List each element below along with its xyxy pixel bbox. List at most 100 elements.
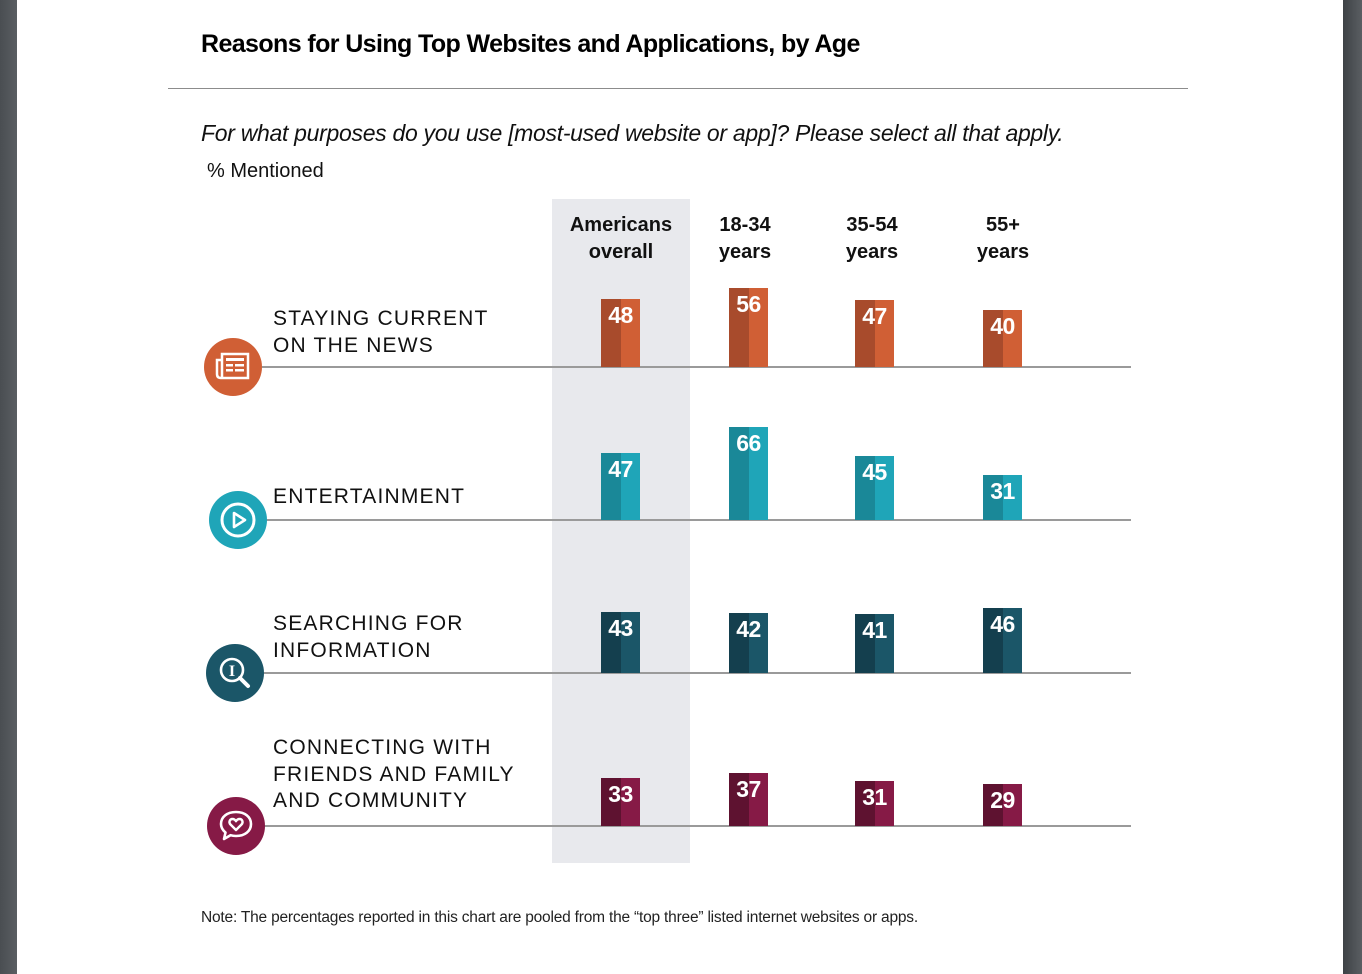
row-label-line: FRIENDS AND FAMILY — [273, 762, 515, 786]
bar-shade-dark — [983, 475, 1003, 520]
column-header-overall: Americans overall — [551, 212, 691, 266]
bar-shade-dark — [601, 612, 621, 673]
bar-shade-light — [621, 453, 640, 520]
svg-text:I: I — [229, 663, 235, 680]
column-header-55-plus: 55+ years — [933, 212, 1073, 266]
row-label-line: AND COMMUNITY — [273, 789, 469, 812]
bar-shade-dark — [855, 614, 875, 673]
search-info-icon: I — [206, 644, 264, 702]
bar-shade-light — [621, 778, 640, 826]
row-label-connecting: CONNECTING WITH FRIENDS AND FAMILY AND C… — [273, 735, 515, 815]
bar-shade-light — [621, 299, 640, 367]
column-header-line2: years — [718, 241, 772, 263]
bar-shade-dark — [983, 310, 1003, 367]
bar-shade-dark — [601, 778, 621, 826]
row-baseline-searching — [262, 672, 1131, 674]
bar-shade-dark — [983, 608, 1003, 673]
bar-entertainment-overall: 47 — [601, 453, 640, 520]
bar-connecting-overall: 33 — [601, 778, 640, 826]
bar-value-label: 31 — [990, 478, 1015, 504]
chart-title: Reasons for Using Top Websites and Appli… — [201, 30, 860, 58]
bar-shade-light — [1003, 608, 1022, 673]
bar-searching-35-54: 41 — [855, 614, 894, 673]
bar-connecting-18-34: 37 — [729, 773, 768, 826]
bar-shade-dark — [729, 773, 749, 826]
unit-label: % Mentioned — [207, 160, 324, 182]
bar-searching-overall: 43 — [601, 612, 640, 673]
play-icon — [209, 491, 267, 549]
bar-shade-light — [875, 300, 894, 367]
bar-shade-dark — [601, 453, 621, 520]
bar-entertainment-55-plus: 31 — [983, 475, 1022, 520]
bar-shade-dark — [855, 300, 875, 367]
bar-shade-light — [1003, 310, 1022, 367]
row-baseline-news — [262, 366, 1131, 368]
bar-shade-light — [875, 781, 894, 826]
row-baseline-entertainment — [262, 519, 1131, 521]
bar-shade-light — [749, 773, 768, 826]
bar-value-label: 48 — [608, 302, 633, 328]
bar-shade-light — [749, 613, 768, 673]
bar-shade-dark — [983, 784, 1003, 826]
bar-entertainment-18-34: 66 — [729, 427, 768, 520]
bar-value-label: 37 — [736, 776, 761, 802]
bar-value-label: 66 — [736, 430, 761, 456]
row-label-line: INFORMATION — [273, 638, 432, 662]
bar-value-label: 33 — [608, 781, 633, 807]
column-header-35-54: 35-54 years — [802, 212, 942, 266]
bar-news-35-54: 47 — [855, 300, 894, 367]
bar-shade-light — [1003, 475, 1022, 520]
bar-value-label: 46 — [990, 611, 1015, 637]
column-header-line2: years — [845, 241, 899, 263]
row-label-searching: SEARCHING FOR INFORMATION — [273, 611, 464, 664]
bar-news-overall: 48 — [601, 299, 640, 367]
bar-searching-18-34: 42 — [729, 613, 768, 673]
bar-value-label: 40 — [990, 313, 1015, 339]
bar-value-label: 41 — [862, 617, 887, 643]
bar-shade-dark — [855, 781, 875, 826]
bar-value-label: 56 — [736, 291, 761, 317]
column-header-line1: Americans — [569, 214, 673, 236]
bar-shade-light — [1003, 784, 1022, 826]
bar-value-label: 47 — [608, 456, 633, 482]
bar-shade-light — [749, 288, 768, 367]
bar-value-label: 47 — [862, 303, 887, 329]
bar-connecting-35-54: 31 — [855, 781, 894, 826]
column-header-line1: 55+ — [986, 214, 1020, 236]
window-frame-right — [1343, 0, 1362, 974]
window-frame-left — [0, 0, 17, 974]
row-label-news: STAYING CURRENT ON THE NEWS — [273, 306, 489, 359]
bar-shade-light — [621, 612, 640, 673]
bar-news-55-plus: 40 — [983, 310, 1022, 367]
bar-shade-dark — [729, 288, 749, 367]
column-header-line1: 18-34 — [719, 214, 771, 236]
bar-value-label: 42 — [736, 616, 761, 642]
bar-value-label: 43 — [608, 615, 633, 641]
row-label-entertainment: ENTERTAINMENT — [273, 484, 465, 511]
row-label-line: ENTERTAINMENT — [273, 485, 466, 508]
bar-shade-light — [749, 427, 768, 520]
bar-value-label: 31 — [862, 784, 887, 810]
column-header-18-34: 18-34 years — [675, 212, 815, 266]
column-header-line2: years — [976, 241, 1030, 263]
chart-subtitle: For what purposes do you use [most-used … — [201, 120, 1064, 146]
row-label-line: ON THE NEWS — [273, 333, 434, 357]
bar-value-label: 45 — [862, 459, 887, 485]
bar-shade-light — [875, 456, 894, 520]
bar-shade-dark — [729, 427, 749, 520]
footnote: Note: The percentages reported in this c… — [201, 909, 918, 926]
row-label-line: STAYING CURRENT — [273, 307, 489, 330]
row-baseline-connecting — [262, 825, 1131, 827]
bar-connecting-55-plus: 29 — [983, 784, 1022, 826]
bar-entertainment-35-54: 45 — [855, 456, 894, 520]
newspaper-icon — [204, 338, 262, 396]
column-header-line2: overall — [588, 241, 654, 263]
bar-news-18-34: 56 — [729, 288, 768, 367]
column-header-line1: 35-54 — [846, 214, 898, 236]
row-label-line: CONNECTING WITH — [273, 736, 492, 759]
title-divider — [168, 88, 1188, 89]
bar-searching-55-plus: 46 — [983, 608, 1022, 673]
chat-heart-icon — [207, 797, 265, 855]
bar-shade-light — [875, 614, 894, 673]
bar-value-label: 29 — [990, 787, 1015, 813]
